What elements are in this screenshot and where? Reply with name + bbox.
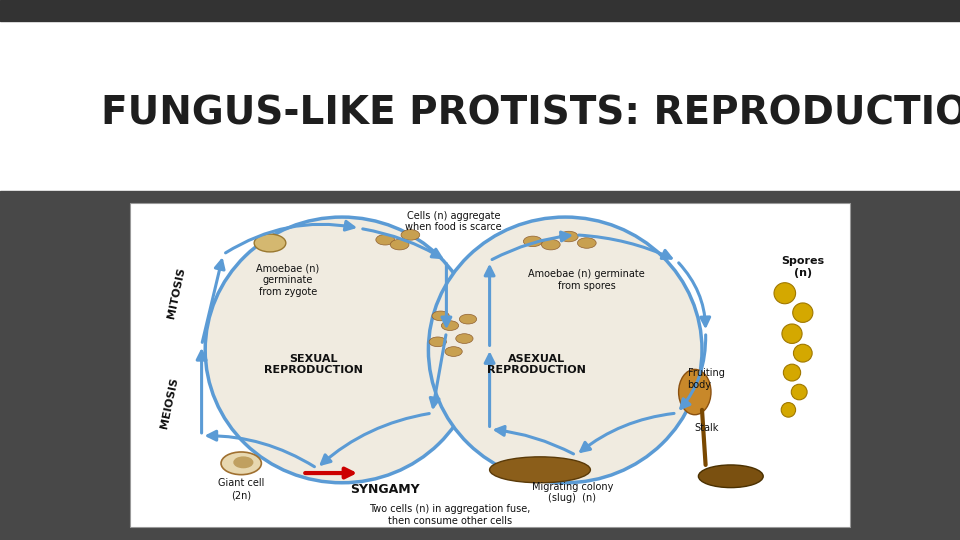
Ellipse shape	[205, 217, 479, 483]
Bar	[0, 0, 960, 21]
Text: SYNGAMY: SYNGAMY	[350, 483, 420, 496]
Text: Amoebae (n)
germinate
from zygote: Amoebae (n) germinate from zygote	[256, 264, 320, 297]
Ellipse shape	[781, 403, 796, 417]
Ellipse shape	[783, 364, 801, 381]
Circle shape	[401, 230, 420, 240]
Circle shape	[429, 337, 446, 347]
Text: Spores
(n): Spores (n)	[781, 256, 825, 278]
Ellipse shape	[698, 465, 763, 488]
Ellipse shape	[782, 324, 803, 343]
Bar	[0, 191, 960, 540]
Circle shape	[254, 234, 286, 252]
Circle shape	[234, 457, 252, 468]
Text: Slime Mold Reproduction: Slime Mold Reproduction	[27, 174, 200, 188]
Circle shape	[390, 239, 409, 250]
Circle shape	[560, 231, 578, 242]
Ellipse shape	[791, 384, 807, 400]
Text: Giant cell
(2n): Giant cell (2n)	[218, 478, 264, 500]
Text: ASEXUAL
REPRODUCTION: ASEXUAL REPRODUCTION	[487, 354, 586, 375]
Ellipse shape	[679, 369, 711, 415]
Text: MEIOSIS: MEIOSIS	[159, 377, 180, 430]
Ellipse shape	[774, 283, 796, 303]
Text: Stalk: Stalk	[695, 423, 719, 433]
Circle shape	[456, 334, 473, 343]
Ellipse shape	[428, 217, 702, 483]
Ellipse shape	[793, 303, 813, 322]
Circle shape	[459, 314, 476, 324]
Ellipse shape	[490, 457, 590, 483]
Circle shape	[578, 238, 596, 248]
Text: Migrating colony
(slug)  (n): Migrating colony (slug) (n)	[532, 482, 613, 503]
Bar	[130, 202, 850, 526]
Text: Fruiting
body: Fruiting body	[687, 368, 725, 390]
Circle shape	[375, 234, 395, 245]
Text: Two cells (n) in aggregation fuse,
then consume other cells: Two cells (n) in aggregation fuse, then …	[370, 504, 531, 526]
Circle shape	[445, 347, 463, 356]
Circle shape	[442, 321, 459, 330]
Circle shape	[541, 239, 560, 250]
Text: SEXUAL
REPRODUCTION: SEXUAL REPRODUCTION	[264, 354, 363, 375]
Circle shape	[432, 311, 449, 321]
Circle shape	[523, 236, 542, 247]
Text: MITOSIS: MITOSIS	[166, 267, 186, 320]
Text: FUNGUS-LIKE PROTISTS: REPRODUCTION: FUNGUS-LIKE PROTISTS: REPRODUCTION	[101, 94, 960, 132]
Ellipse shape	[793, 345, 812, 362]
Text: Cells (n) aggregate
when food is scarce: Cells (n) aggregate when food is scarce	[405, 211, 502, 232]
Circle shape	[221, 452, 261, 475]
Text: Amoebae (n) germinate
from spores: Amoebae (n) germinate from spores	[528, 269, 645, 291]
